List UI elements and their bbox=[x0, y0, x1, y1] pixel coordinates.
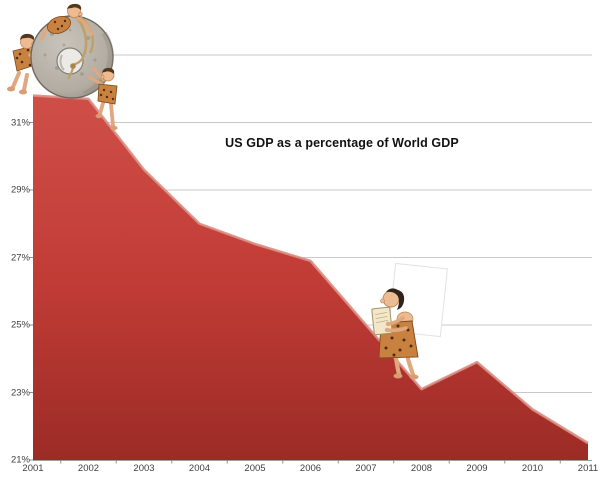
x-axis-label: 2007 bbox=[355, 464, 376, 474]
x-axis-label: 2009 bbox=[466, 464, 487, 474]
x-axis-label: 2002 bbox=[78, 464, 99, 474]
x-axis-label: 2001 bbox=[22, 464, 43, 474]
y-axis-label: 29% bbox=[2, 185, 30, 195]
gdp-share-chart-page: { "chart_data": { "type": "area", "title… bbox=[0, 0, 604, 488]
gdp-share-area-chart bbox=[0, 0, 604, 488]
area-series bbox=[33, 96, 588, 461]
chart-title: US GDP as a percentage of World GDP bbox=[181, 136, 503, 150]
y-axis-label: 25% bbox=[2, 320, 30, 330]
x-axis-label: 2011 bbox=[578, 464, 598, 474]
x-axis-label: 2010 bbox=[522, 464, 543, 474]
x-axis-label: 2005 bbox=[244, 464, 265, 474]
y-axis-label: 31% bbox=[2, 118, 30, 128]
x-axis-label: 2004 bbox=[189, 464, 210, 474]
x-axis-label: 2006 bbox=[300, 464, 321, 474]
x-axis-label: 2003 bbox=[133, 464, 154, 474]
area-shape bbox=[33, 96, 588, 461]
x-axis-label: 2008 bbox=[411, 464, 432, 474]
y-axis-label: 23% bbox=[2, 388, 30, 398]
y-axis-label: 27% bbox=[2, 253, 30, 263]
